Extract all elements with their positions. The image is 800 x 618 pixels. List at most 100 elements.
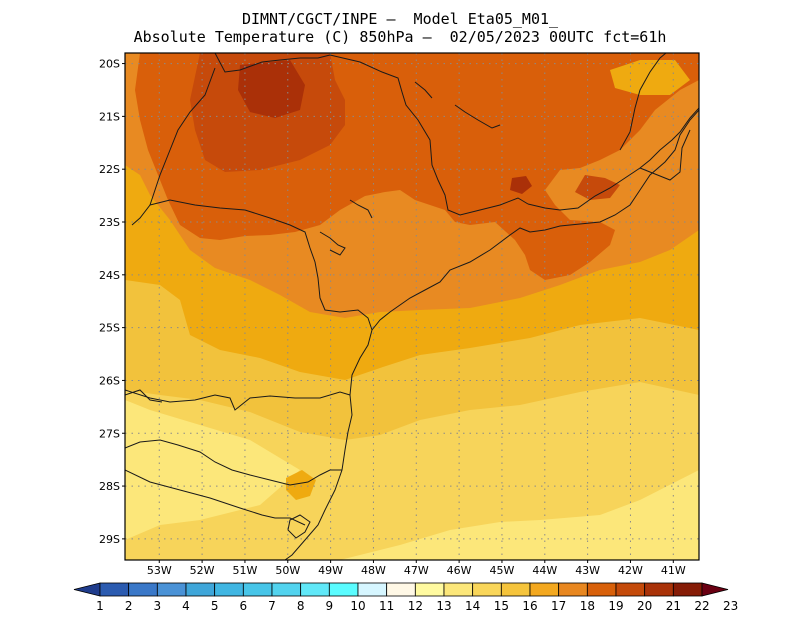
legend-value: 18: [580, 599, 595, 613]
legend-swatch: [99, 582, 130, 597]
legend-swatch: [672, 582, 703, 597]
lat-label: 20S: [99, 58, 120, 71]
state-border-ms-sp: [131, 67, 216, 226]
legend-value: 16: [522, 599, 537, 613]
field-16-hill: [286, 470, 316, 500]
legend-swatch: [386, 582, 416, 597]
legend-swatch: [271, 582, 302, 597]
legend-arrow-low: [73, 582, 101, 597]
legend-value: 17: [551, 599, 566, 613]
lon-label: 50W: [275, 564, 300, 577]
grid-lines: [125, 53, 699, 560]
field-20-b: [510, 176, 532, 194]
temperature-field: [125, 53, 699, 560]
lon-label: 43W: [575, 564, 600, 577]
map-title-line2: Absolute Temperature (C) 850hPa – 02/05/…: [133, 28, 667, 46]
lat-label: 27S: [99, 427, 120, 440]
lat-label: 22S: [99, 163, 120, 176]
latitude-labels: 20S 21S 22S 23S 24S 25S 26S 27S 28S 29S: [99, 58, 125, 546]
field-19-b: [575, 175, 620, 200]
legend-swatch: [529, 582, 560, 597]
legend-value: 2: [125, 599, 133, 613]
legend-swatch: [500, 582, 531, 597]
legend-value: 3: [154, 599, 162, 613]
legend-swatch: [214, 582, 244, 597]
legend-value: 6: [240, 599, 248, 613]
state-border-sc-rs: [125, 439, 342, 486]
border-lines: [125, 53, 699, 560]
legend-arrow-high: [701, 582, 729, 597]
legend-value: 8: [297, 599, 305, 613]
lat-label: 26S: [99, 374, 120, 387]
lon-label: 46W: [447, 564, 472, 577]
legend-value: 5: [211, 599, 219, 613]
lon-label: 52W: [190, 564, 215, 577]
lon-label: 45W: [490, 564, 515, 577]
legend-swatch: [242, 582, 273, 597]
legend-value: 9: [326, 599, 334, 613]
legend-swatch: [615, 582, 646, 597]
legend-value: 11: [379, 599, 394, 613]
legend-swatch: [472, 582, 502, 597]
coastline: [371, 109, 699, 331]
lat-label: 24S: [99, 269, 120, 282]
country-border-argentina: [125, 389, 163, 403]
legend-swatch: [328, 582, 359, 597]
state-border-sp-north: [329, 54, 529, 216]
legend-swatch: [128, 582, 158, 597]
lat-label: 28S: [99, 480, 120, 493]
legend-swatch: [414, 582, 445, 597]
state-border-pr-sc: [125, 389, 351, 411]
color-legend: 1 2 3 4 5 6 7 8 9 10 11 12 13 14 15 16 17 18 19 20 21 22 23: [73, 582, 738, 613]
legend-value: 15: [494, 599, 509, 613]
legend-swatch: [644, 582, 674, 597]
legend-value: 14: [465, 599, 480, 613]
legend-value: 7: [268, 599, 276, 613]
legend-swatch: [156, 582, 187, 597]
lon-label: 44W: [532, 564, 557, 577]
map-frame: [124, 52, 700, 561]
longitude-labels: 53W 52W 51W 50W 49W 48W 47W 46W 45W 44W 43W 42W 41W: [147, 560, 686, 577]
legend-value: 12: [408, 599, 423, 613]
lat-label: 29S: [99, 533, 120, 546]
river-parana: [319, 231, 346, 256]
legend-value: 1: [96, 599, 104, 613]
legend-swatch: [185, 582, 216, 597]
legend-swatch: [443, 582, 474, 597]
reservoir-marimbondo: [414, 81, 433, 99]
coastline-south: [284, 329, 373, 560]
state-border-mg-rj: [527, 107, 699, 211]
lat-label: 21S: [99, 110, 120, 123]
lat-label: 23S: [99, 216, 120, 229]
legend-swatch: [558, 582, 588, 597]
legend-swatch: [357, 582, 388, 597]
lat-label: 25S: [99, 322, 120, 335]
legend-value: 22: [694, 599, 709, 613]
lon-label: 51W: [233, 564, 258, 577]
state-border-mg-sp: [214, 53, 331, 73]
map-title-line1: DIMNT/CGCT/INPE – Model Eta05_M01_: [241, 10, 559, 28]
state-border-rj-es: [639, 129, 691, 181]
lon-label: 42W: [618, 564, 643, 577]
lon-label: 48W: [361, 564, 386, 577]
field-20: [238, 60, 305, 118]
legend-value: 10: [350, 599, 365, 613]
lon-label: 49W: [318, 564, 343, 577]
legend-value: 4: [182, 599, 190, 613]
reservoir-furnas: [454, 104, 501, 129]
lon-label: 41W: [661, 564, 686, 577]
reservoir-tiete: [349, 199, 373, 219]
state-border-sp-pr: [149, 199, 373, 331]
country-border-uruguay: [125, 469, 306, 526]
lon-label: 53W: [147, 564, 172, 577]
legend-value: 13: [436, 599, 451, 613]
legend-swatch: [300, 582, 330, 597]
lon-label: 47W: [404, 564, 429, 577]
legend-value: 23: [723, 599, 738, 613]
lagoon-patos: [287, 514, 311, 539]
legend-value: 20: [637, 599, 652, 613]
legend-value: 19: [608, 599, 623, 613]
legend-value: 21: [666, 599, 681, 613]
state-border-mg-es: [619, 53, 667, 151]
